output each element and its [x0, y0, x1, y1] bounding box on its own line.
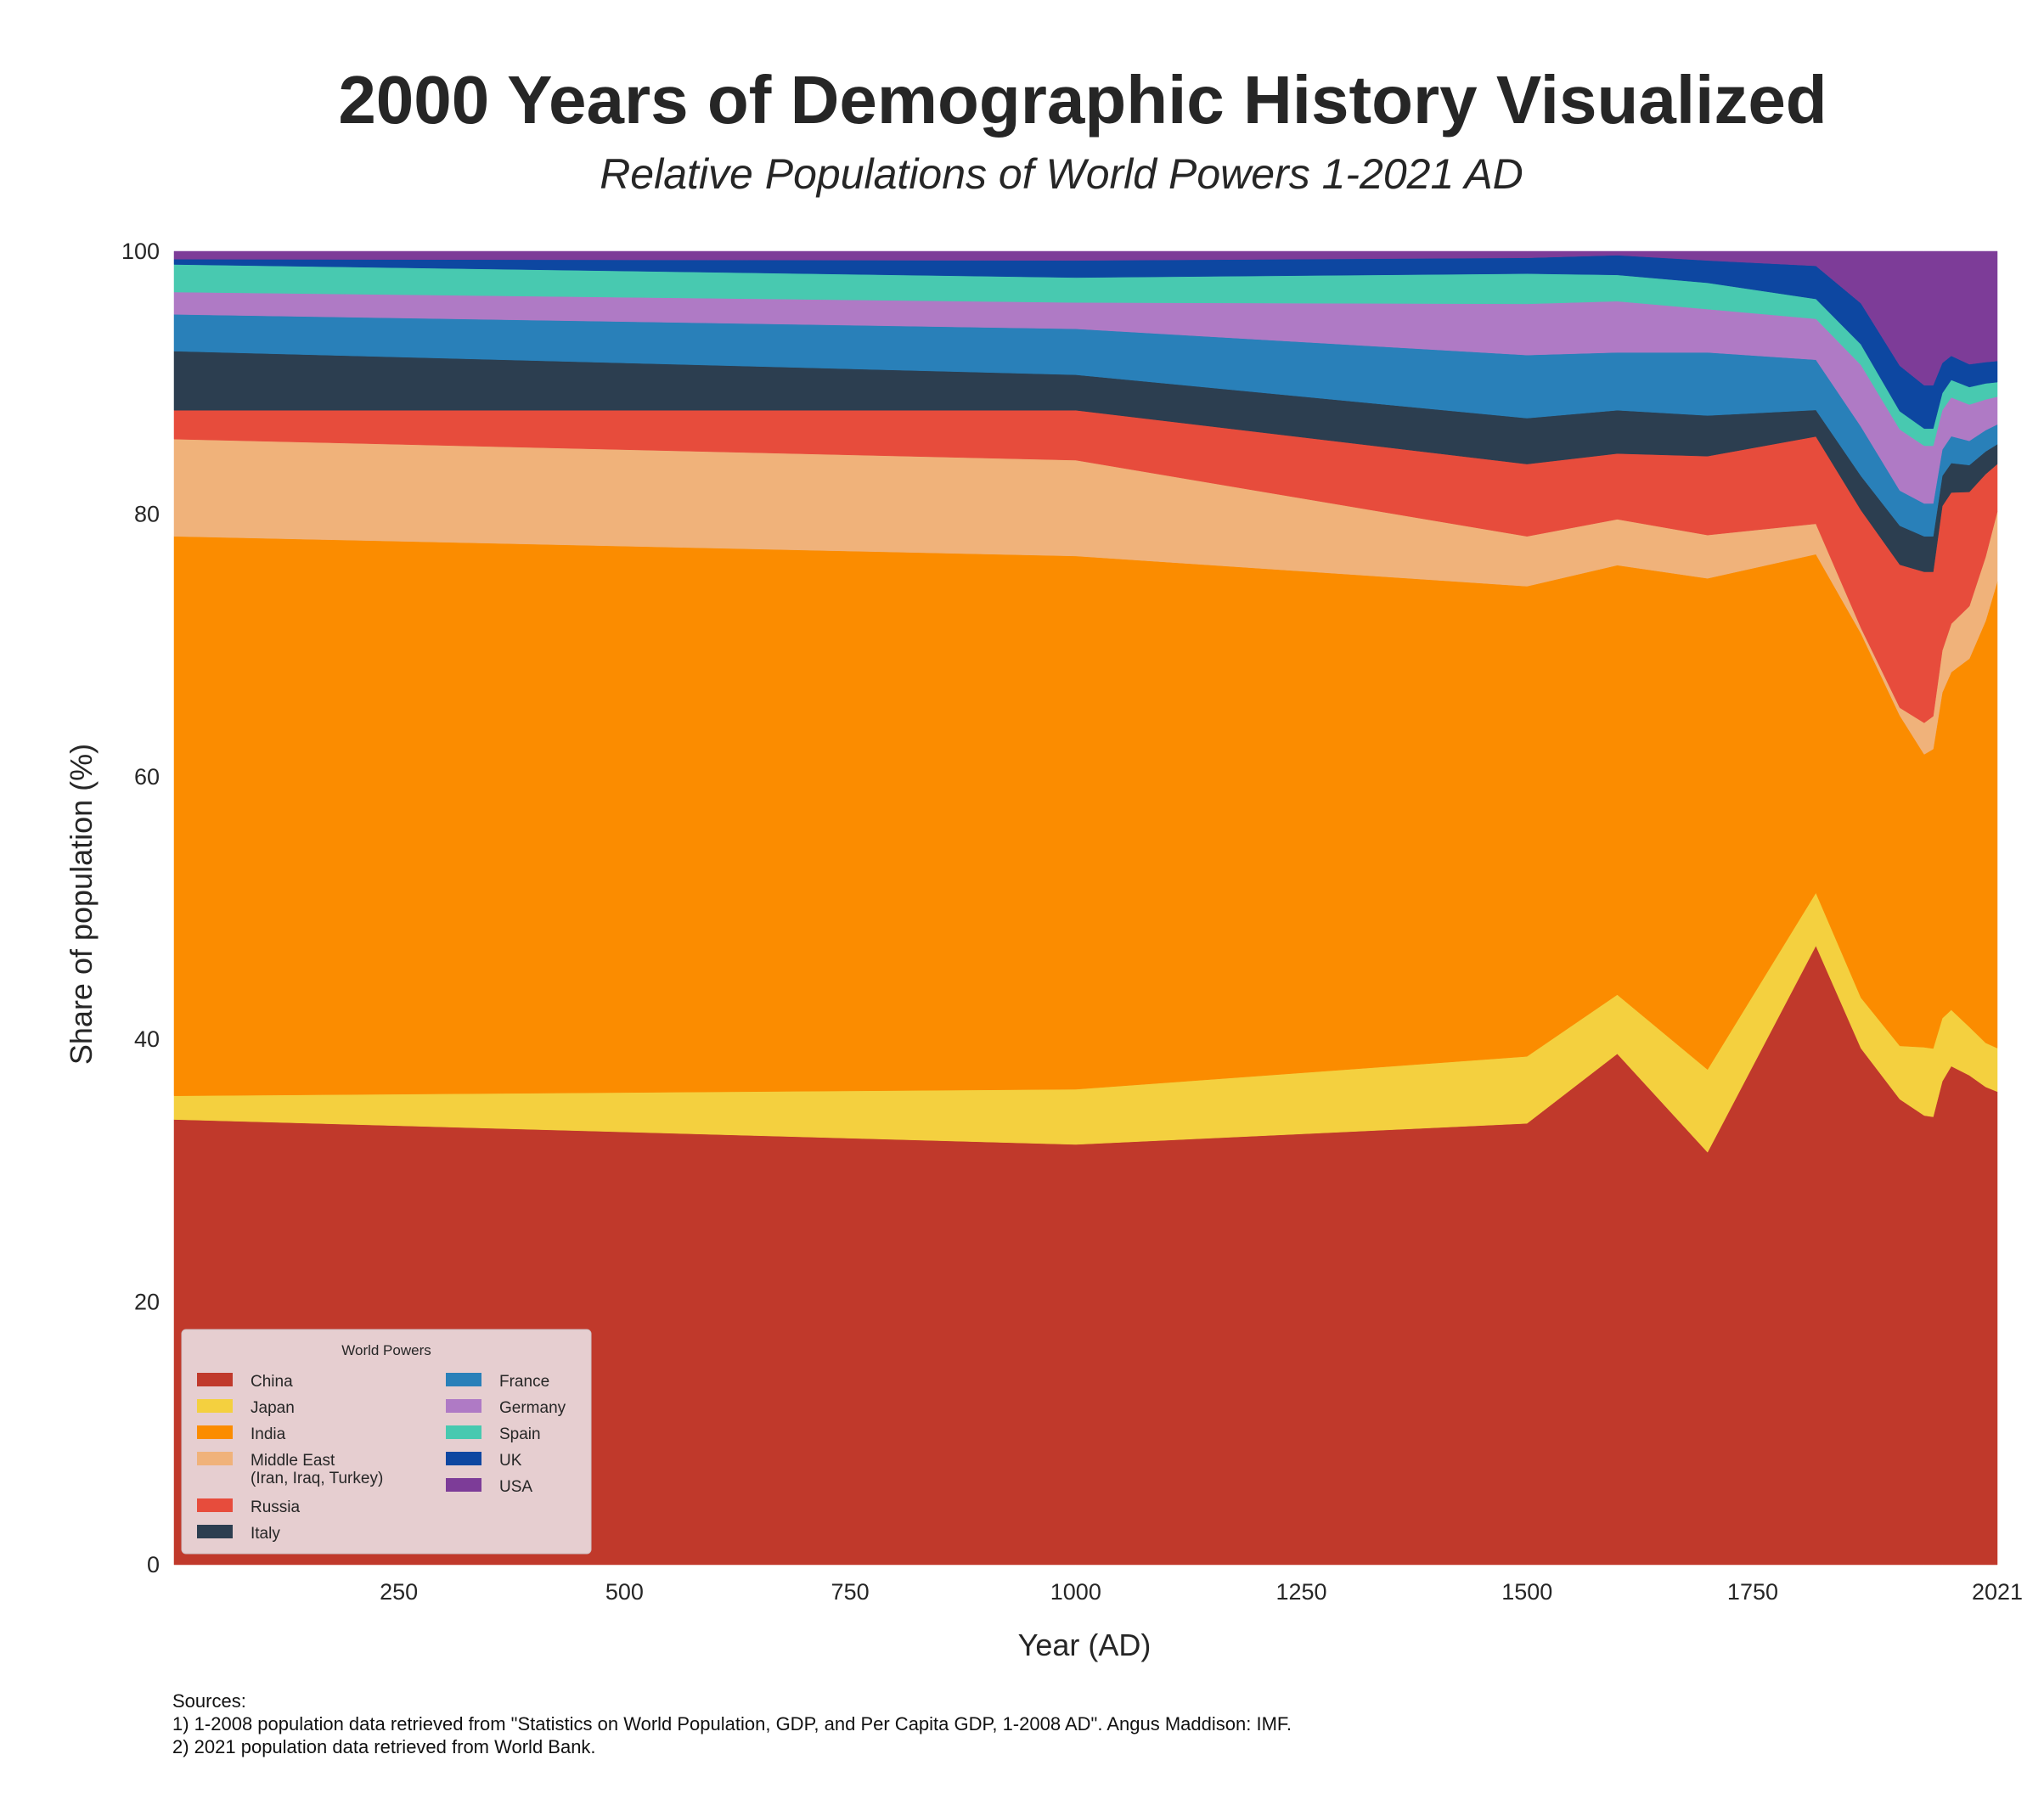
y-tick-label: 60 [134, 764, 160, 790]
legend-label: China [251, 1373, 293, 1391]
area-india [173, 536, 1998, 1096]
legend-swatch [446, 1399, 481, 1413]
legend-item-usa: USA [446, 1478, 532, 1496]
y-tick-label: 100 [121, 239, 160, 264]
x-tick-label: 1250 [1275, 1579, 1326, 1605]
legend-item-russia: Russia [197, 1498, 301, 1516]
chart-subtitle: Relative Populations of World Powers 1-2… [600, 150, 1523, 198]
legend-swatch [197, 1525, 233, 1538]
x-axis-label: Year (AD) [1018, 1628, 1152, 1662]
sources-note: Sources: 1) 1-2008 population data retri… [172, 1689, 1292, 1758]
legend-item-spain: Spain [446, 1425, 541, 1443]
x-tick-label: 1500 [1501, 1579, 1552, 1605]
legend-label: Middle East (Iran, Iraq, Turkey) [251, 1452, 383, 1487]
legend-swatch [197, 1399, 233, 1413]
legend-swatch [446, 1373, 481, 1386]
legend-item-india: India [197, 1425, 286, 1443]
legend-swatch [197, 1498, 233, 1512]
legend-swatch [446, 1425, 481, 1439]
legend-item-italy: Italy [197, 1525, 280, 1543]
legend-item-germany: Germany [446, 1399, 566, 1417]
y-axis-ticks: 0 20 40 60 80 100 [121, 239, 160, 1577]
y-tick-label: 80 [134, 501, 160, 526]
legend-label: France [499, 1373, 549, 1391]
y-tick-label: 40 [134, 1026, 160, 1052]
legend-item-china: China [197, 1373, 293, 1391]
legend-item-middle-east: Middle East (Iran, Iraq, Turkey) [197, 1452, 383, 1487]
legend-swatch [197, 1373, 233, 1386]
sources-line-2: 2) 2021 population data retrieved from W… [172, 1736, 596, 1757]
legend-item-france: France [446, 1373, 549, 1391]
y-tick-label: 0 [147, 1552, 160, 1577]
legend-label: Russia [251, 1498, 301, 1516]
legend-label: Japan [251, 1399, 295, 1417]
area-usa [173, 250, 1998, 386]
stacked-areas [173, 250, 1998, 1566]
x-tick-label: 2021 [1972, 1579, 2023, 1605]
legend-label: USA [499, 1478, 532, 1496]
legend-label: Italy [251, 1525, 280, 1543]
x-tick-label: 250 [380, 1579, 418, 1605]
x-tick-label: 1750 [1727, 1579, 1778, 1605]
legend-label: India [251, 1425, 286, 1443]
legend-swatch [197, 1452, 233, 1465]
x-tick-label: 500 [605, 1579, 644, 1605]
x-tick-label: 750 [831, 1579, 870, 1605]
x-tick-label: 1000 [1050, 1579, 1101, 1605]
legend-box [181, 1329, 592, 1555]
y-tick-label: 20 [134, 1290, 160, 1315]
legend-title: World Powers [341, 1342, 431, 1358]
legend-label: UK [499, 1452, 522, 1470]
legend-swatch [446, 1478, 481, 1492]
legend-label: Spain [499, 1425, 541, 1443]
legend-item-japan: Japan [197, 1399, 295, 1417]
legend-label: Germany [499, 1399, 566, 1417]
chart-title: 2000 Years of Demographic History Visual… [338, 62, 1827, 138]
sources-line-1: 1) 1-2008 population data retrieved from… [172, 1713, 1292, 1734]
legend: World Powers China Japan India Middle East(… [181, 1329, 592, 1555]
legend-swatch [446, 1452, 481, 1465]
y-axis-label: Share of population (%) [64, 744, 99, 1065]
sources-heading: Sources: [172, 1690, 246, 1712]
legend-item-uk: UK [446, 1452, 522, 1470]
x-axis-ticks: 250 500 750 1000 1250 1500 1750 2021 [380, 1579, 2023, 1605]
legend-swatch [197, 1425, 233, 1439]
